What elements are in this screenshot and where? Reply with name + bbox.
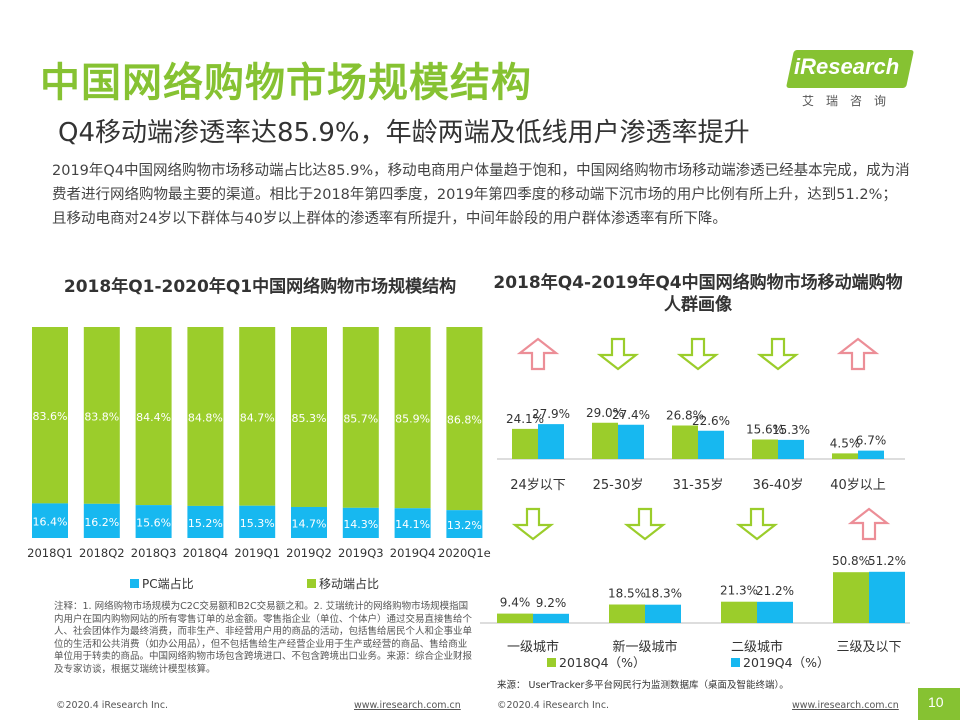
- iresearch-logo: iResearch 艾瑞咨询: [782, 50, 915, 112]
- pc-share-bar: [446, 510, 483, 538]
- page-title: 中国网络购物市场规模结构: [40, 60, 532, 106]
- right-chart-title-text: 2018年Q4-2019年Q4中国网络购物市场移动端购物人群画像: [493, 273, 903, 315]
- x-tick-label: 2018Q4: [183, 546, 229, 560]
- mobile-share-bar: [239, 327, 276, 506]
- x-tick-label: 2019Q2: [286, 546, 332, 560]
- mobile-share-bar: [187, 327, 224, 506]
- mobile-share-bar: [394, 327, 431, 509]
- footer-left-copyright: ©2020.4 iResearch Inc.: [56, 700, 169, 711]
- logo-text: iResearch: [794, 54, 900, 79]
- intro-paragraph: 2019年Q4中国网络购物市场移动端占比达85.9%，移动电商用户体量趋于饱和，…: [52, 163, 910, 227]
- pc-share-label: 16.4%: [33, 516, 68, 529]
- source-note: 来源： UserTracker多平台网民行为监测数据库（桌面及智能终端）。: [497, 680, 789, 691]
- pc-share-label: 14.7%: [292, 517, 327, 530]
- x-tick-label: 2020Q1e: [438, 546, 491, 560]
- x-tick-label: 2018Q2: [79, 546, 125, 560]
- mobile-share-label: 84.4%: [136, 411, 171, 424]
- mobile-share-label: 83.6%: [33, 410, 68, 423]
- pc-share-bar: [187, 505, 224, 538]
- logo-chinese-name: 艾瑞咨询: [802, 94, 899, 108]
- mobile-share-bar: [446, 327, 483, 511]
- legend-swatch-mobile: [307, 579, 316, 588]
- pc-share-label: 15.3%: [240, 517, 275, 530]
- pc-share-label: 13.2%: [447, 519, 482, 532]
- mobile-share-label: 84.8%: [188, 411, 223, 424]
- legend-label-mobile: 移动端占比: [319, 576, 379, 591]
- pc-share-bar: [32, 503, 68, 538]
- mobile-share-bar: [342, 327, 379, 508]
- legend-swatch-pc: [130, 579, 139, 588]
- x-tick-label: 2019Q1: [234, 546, 280, 560]
- pc-share-bar: [394, 508, 431, 538]
- pc-share-label: 14.3%: [343, 518, 378, 531]
- legend-label-pc: PC端占比: [142, 576, 194, 591]
- footer-right-copyright: ©2020.4 iResearch Inc.: [497, 700, 610, 711]
- pc-share-bar: [239, 505, 276, 538]
- x-tick-label: 2018Q1: [27, 546, 73, 560]
- mobile-share-label: 83.8%: [84, 410, 119, 423]
- pc-share-bar: [291, 506, 327, 538]
- x-tick-label: 2019Q3: [338, 546, 384, 560]
- pc-share-label: 15.6%: [136, 517, 171, 530]
- mobile-share-label: 86.8%: [447, 414, 482, 427]
- page-number-tab: [918, 688, 960, 720]
- mobile-share-label: 85.9%: [395, 413, 430, 426]
- pc-share-label: 14.1%: [395, 518, 430, 531]
- mobile-share-label: 85.3%: [292, 412, 327, 425]
- footer-right-url[interactable]: www.iresearch.com.cn: [792, 700, 899, 711]
- chart-note: 注释：1. 网络购物市场规模为C2C交易额和B2C交易额之和。2. 艾瑞统计的网…: [54, 601, 473, 675]
- page-subtitle: Q4移动端渗透率达85.9%，年龄两端及低线用户渗透率提升: [58, 118, 750, 148]
- page-number: 10: [928, 694, 944, 710]
- footer-left-url[interactable]: www.iresearch.com.cn: [354, 700, 461, 711]
- mobile-share-bar: [291, 327, 327, 507]
- mobile-share-bar: [32, 327, 68, 504]
- pc-share-label: 15.2%: [188, 517, 223, 530]
- right-chart-title: 2018年Q4-2019年Q4中国网络购物市场移动端购物人群画像: [478, 272, 918, 316]
- mobile-share-bar: [83, 327, 120, 504]
- x-tick-label: 2019Q4: [390, 546, 436, 560]
- mobile-share-label: 85.7%: [343, 412, 378, 425]
- mobile-share-label: 84.7%: [240, 411, 275, 424]
- mobile-share-bar: [135, 327, 172, 506]
- pc-share-bar: [83, 503, 120, 538]
- left-chart-title: 2018年Q1-2020年Q1中国网络购物市场规模结构: [63, 277, 457, 297]
- x-tick-label: 2018Q3: [131, 546, 177, 560]
- pc-share-bar: [342, 507, 379, 538]
- pc-share-label: 16.2%: [84, 516, 119, 529]
- pc-share-bar: [135, 505, 172, 538]
